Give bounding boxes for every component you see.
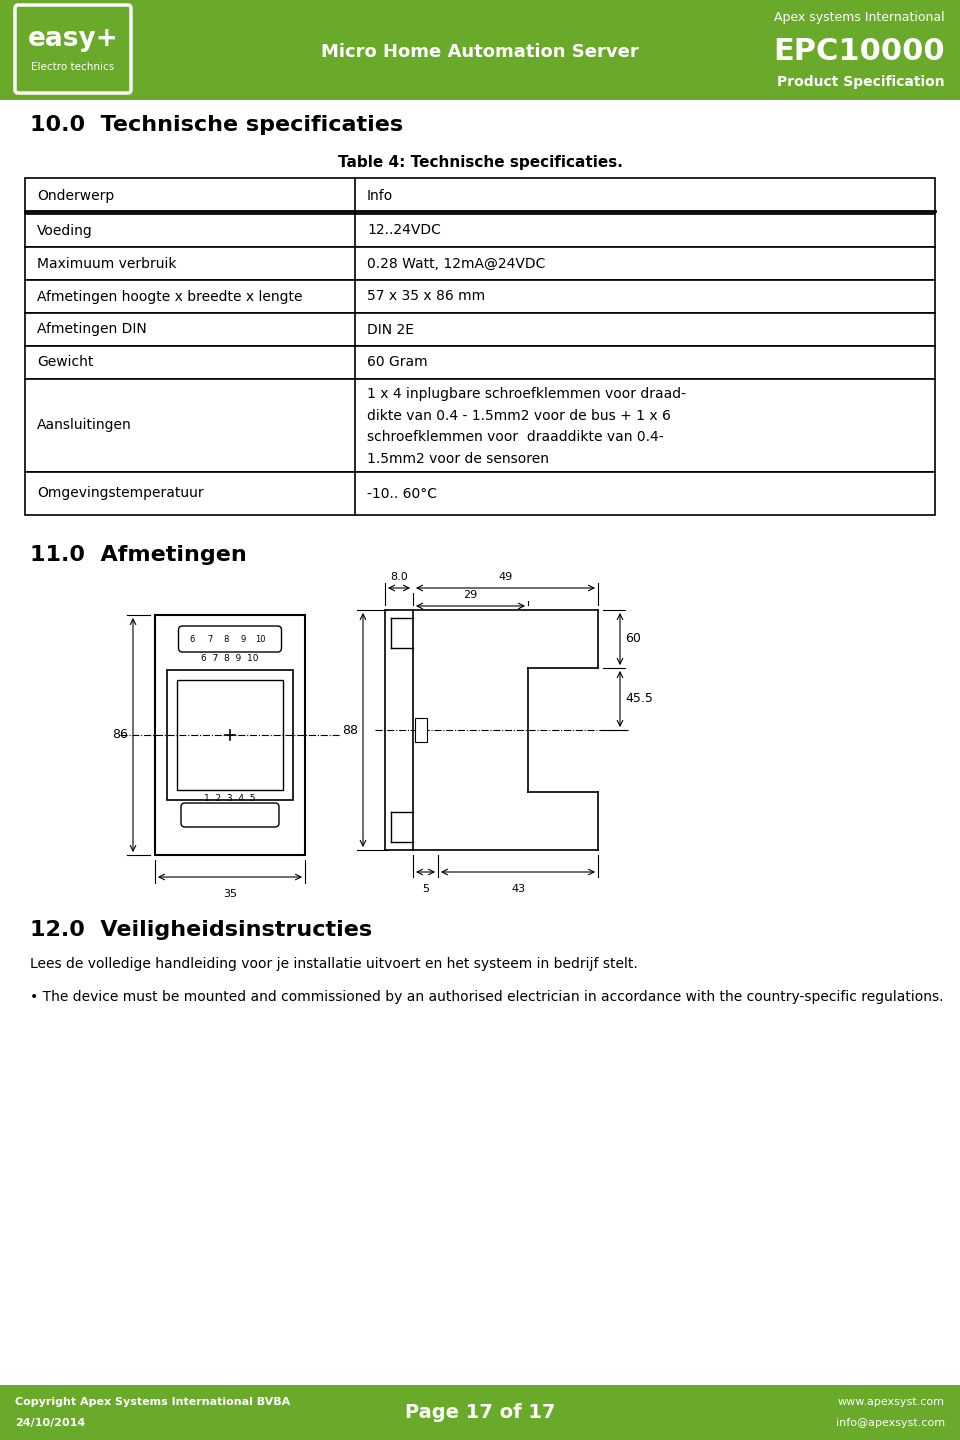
Text: 57 x 35 x 86 mm: 57 x 35 x 86 mm <box>367 289 485 304</box>
Bar <box>25 215 935 248</box>
Text: easy+: easy+ <box>28 26 118 52</box>
Text: 60 Gram: 60 Gram <box>367 356 427 370</box>
Bar <box>0 0 960 99</box>
Bar <box>177 680 283 791</box>
Bar <box>25 279 935 312</box>
Text: • The device must be mounted and commissioned by an authorised electrician in ac: • The device must be mounted and commiss… <box>30 991 944 1004</box>
Bar <box>25 472 935 516</box>
Text: Onderwerp: Onderwerp <box>37 189 114 203</box>
Text: Electro technics: Electro technics <box>32 62 114 72</box>
Text: 12..24VDC: 12..24VDC <box>367 223 441 238</box>
Bar <box>25 179 935 215</box>
FancyBboxPatch shape <box>179 626 281 652</box>
Text: 35: 35 <box>223 888 237 899</box>
Bar <box>25 379 935 472</box>
Text: 6  7  8  9  10: 6 7 8 9 10 <box>202 654 259 662</box>
Text: 86: 86 <box>112 729 128 742</box>
Bar <box>25 312 935 346</box>
Text: Afmetingen DIN: Afmetingen DIN <box>37 323 147 337</box>
Text: info@apexsyst.com: info@apexsyst.com <box>836 1418 945 1428</box>
Bar <box>25 248 935 279</box>
Text: DIN 2E: DIN 2E <box>367 323 414 337</box>
Text: 8: 8 <box>224 635 229 645</box>
Text: 12.0  Veiligheidsinstructies: 12.0 Veiligheidsinstructies <box>30 920 372 940</box>
Bar <box>155 615 305 855</box>
Text: 10.0  Technische specificaties: 10.0 Technische specificaties <box>30 115 403 135</box>
Text: 9: 9 <box>241 635 246 645</box>
Text: Lees de volledige handleiding voor je installatie uitvoert en het systeem in bed: Lees de volledige handleiding voor je in… <box>30 958 637 971</box>
Bar <box>415 719 427 742</box>
Text: -10.. 60°C: -10.. 60°C <box>367 487 437 501</box>
Text: Voeding: Voeding <box>37 223 93 238</box>
Text: 8.0: 8.0 <box>390 572 408 582</box>
Text: 45.5: 45.5 <box>625 693 653 706</box>
Text: Gewicht: Gewicht <box>37 356 93 370</box>
Text: Aansluitingen: Aansluitingen <box>37 419 132 432</box>
Text: Product Specification: Product Specification <box>778 75 945 89</box>
Text: 43: 43 <box>511 884 525 894</box>
Text: Apex systems International: Apex systems International <box>775 12 945 24</box>
Text: 0.28 Watt, 12mA@24VDC: 0.28 Watt, 12mA@24VDC <box>367 256 545 271</box>
Text: Table 4: Technische specificaties.: Table 4: Technische specificaties. <box>338 156 622 170</box>
Bar <box>0 1385 960 1440</box>
Text: 11.0  Afmetingen: 11.0 Afmetingen <box>30 544 247 564</box>
Text: EPC10000: EPC10000 <box>774 37 945 66</box>
Text: Copyright Apex Systems International BVBA: Copyright Apex Systems International BVB… <box>15 1397 290 1407</box>
Text: dikte van 0.4 - 1.5mm2 voor de bus + 1 x 6: dikte van 0.4 - 1.5mm2 voor de bus + 1 x… <box>367 409 671 423</box>
Text: 6: 6 <box>190 635 195 645</box>
Text: 1  2  3  4  5: 1 2 3 4 5 <box>204 793 255 804</box>
Text: 5: 5 <box>422 884 429 894</box>
Text: 24/10/2014: 24/10/2014 <box>15 1418 85 1428</box>
Bar <box>167 670 293 801</box>
Text: 49: 49 <box>498 572 513 582</box>
Text: 29: 29 <box>464 590 478 600</box>
Text: 7: 7 <box>206 635 212 645</box>
Text: 10: 10 <box>255 635 266 645</box>
Text: schroefklemmen voor  draaddikte van 0.4-: schroefklemmen voor draaddikte van 0.4- <box>367 431 663 445</box>
Text: 1 x 4 inplugbare schroefklemmen voor draad-: 1 x 4 inplugbare schroefklemmen voor dra… <box>367 387 686 402</box>
Text: Omgevingstemperatuur: Omgevingstemperatuur <box>37 487 204 501</box>
Text: Micro Home Automation Server: Micro Home Automation Server <box>322 43 638 60</box>
Text: Info: Info <box>367 189 394 203</box>
Text: Page 17 of 17: Page 17 of 17 <box>405 1404 555 1423</box>
FancyBboxPatch shape <box>181 804 279 827</box>
Text: 1.5mm2 voor de sensoren: 1.5mm2 voor de sensoren <box>367 452 549 467</box>
Text: 60: 60 <box>625 632 641 645</box>
Text: 88: 88 <box>342 723 358 736</box>
Text: www.apexsyst.com: www.apexsyst.com <box>838 1397 945 1407</box>
Text: Afmetingen hoogte x breedte x lengte: Afmetingen hoogte x breedte x lengte <box>37 289 302 304</box>
Text: Maximuum verbruik: Maximuum verbruik <box>37 256 177 271</box>
Bar <box>25 346 935 379</box>
